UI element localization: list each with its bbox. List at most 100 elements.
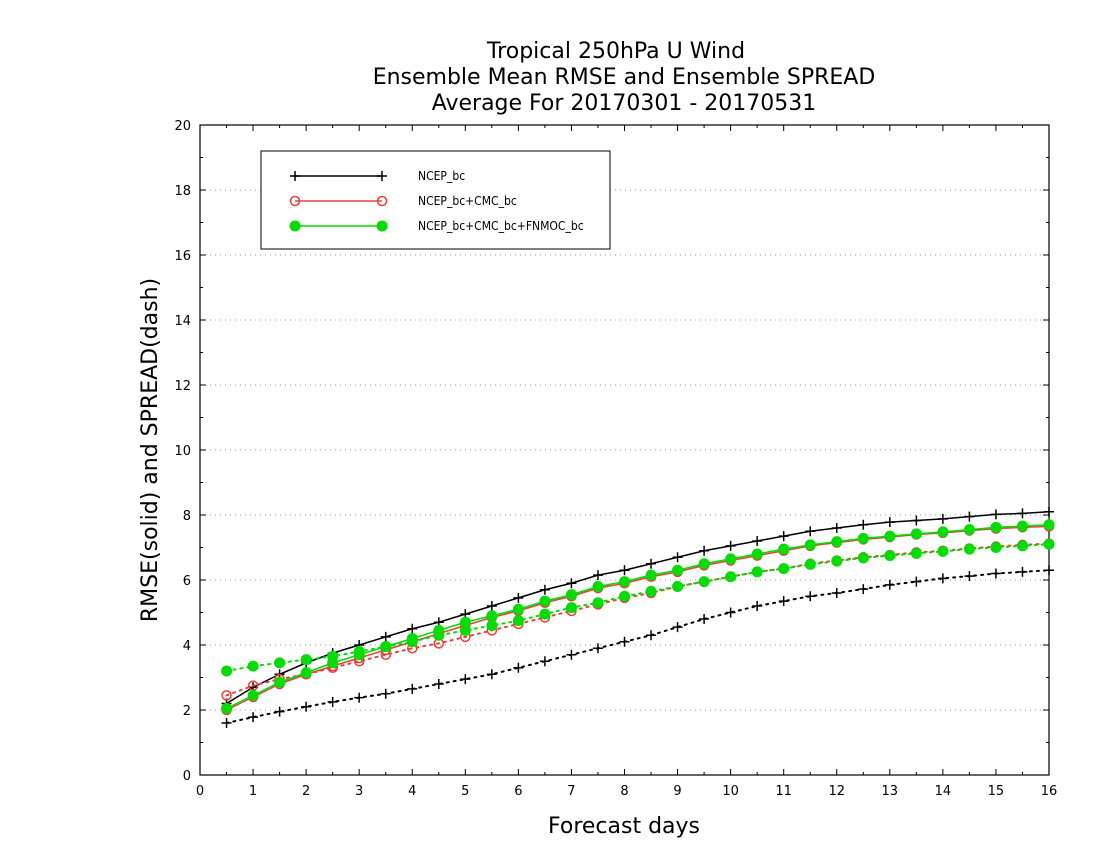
rmse-point <box>751 548 763 560</box>
spread-point <box>857 552 869 564</box>
rmse-point <box>646 558 657 569</box>
x-tick-label: 1 <box>249 784 257 799</box>
spread-point <box>725 571 737 583</box>
spread-point <box>274 706 285 717</box>
spread-point <box>910 547 922 559</box>
y-tick-label: 6 <box>183 574 191 589</box>
spread-point <box>565 602 577 614</box>
rmse-point <box>407 623 418 634</box>
rmse-point <box>619 565 630 576</box>
spread-point <box>301 701 312 712</box>
spread-point <box>805 591 816 602</box>
spread-line <box>225 543 1050 672</box>
rmse-point <box>964 511 975 522</box>
series <box>221 506 1055 728</box>
spread-point <box>327 696 338 707</box>
spread-point <box>963 543 975 555</box>
rmse-point <box>805 526 816 537</box>
x-tick-label: 12 <box>828 784 845 799</box>
rmse-point <box>221 702 233 714</box>
spread-point <box>831 555 843 567</box>
spread-point <box>884 579 895 590</box>
spread-point <box>778 596 789 607</box>
spread-point <box>619 636 630 647</box>
rmse-point <box>699 545 710 556</box>
spread-point <box>486 669 497 680</box>
spread-point <box>699 614 710 624</box>
spread-point <box>725 607 736 618</box>
y-tick-label: 12 <box>174 379 191 394</box>
rmse-point <box>672 552 683 563</box>
rmse-point <box>831 536 843 548</box>
y-tick-label: 2 <box>183 704 191 719</box>
spread-point <box>990 542 1002 553</box>
series-ncep-bc-cmc-bc-fnmoc-bc <box>221 519 1055 714</box>
rmse-point <box>990 521 1002 533</box>
spread-point <box>1043 538 1055 550</box>
spread-point <box>646 630 657 641</box>
spread-point <box>937 545 949 557</box>
rmse-point <box>565 589 577 601</box>
rmse-point <box>486 601 497 611</box>
spread-point <box>990 568 1001 579</box>
rmse-point <box>566 578 577 589</box>
rmse-point <box>884 517 895 528</box>
y-tick-label: 18 <box>174 184 191 199</box>
x-tick-label: 14 <box>935 784 952 799</box>
spread-point <box>221 690 232 701</box>
rmse-point <box>937 513 948 524</box>
spread-point <box>858 584 869 595</box>
x-tick-label: 4 <box>408 784 416 799</box>
legend-box <box>260 150 611 250</box>
rmse-point <box>911 515 922 526</box>
spread-point <box>1044 565 1054 576</box>
spread-point <box>751 566 763 578</box>
spread-point <box>566 649 577 660</box>
x-axis-title: Forecast days <box>548 814 700 839</box>
spread-point <box>247 660 259 672</box>
rmse-point <box>725 553 737 565</box>
spread-point <box>911 576 922 587</box>
x-tick-label: 7 <box>567 784 575 799</box>
y-tick-label: 0 <box>183 769 191 784</box>
spread-point <box>513 662 524 673</box>
rmse-point <box>539 595 551 607</box>
rmse-point <box>645 569 657 581</box>
spread-point <box>672 622 683 633</box>
title-line-1: Tropical 250hPa U Wind <box>486 39 745 64</box>
x-tick-label: 13 <box>882 784 899 799</box>
spread-point <box>539 608 551 620</box>
spread-point <box>884 550 896 562</box>
rmse-point <box>857 532 869 544</box>
spread-point <box>354 692 365 703</box>
spread-point <box>486 620 498 631</box>
rmse-point <box>459 616 471 628</box>
x-tick-label: 8 <box>620 784 628 799</box>
x-tick-label: 0 <box>196 784 204 799</box>
rmse-point <box>963 524 975 536</box>
spread-point <box>831 588 842 598</box>
chart-title: Tropical 250hPa U Wind Ensemble Mean RMS… <box>373 39 876 116</box>
spread-point <box>539 656 550 667</box>
rmse-point <box>327 657 339 669</box>
spread-point <box>698 576 710 588</box>
rmse-point <box>831 523 842 533</box>
rmse-point <box>698 558 710 570</box>
rmse-point <box>380 641 392 653</box>
legend-marker <box>289 220 301 232</box>
legend-marker <box>377 171 387 181</box>
legend-item-ncep-bc-cmc-bc-fnmoc-bc: NCEP_bc+CMC_bc+FNMOC_bc <box>289 219 584 233</box>
rmse-point <box>433 624 445 636</box>
y-tick-label: 10 <box>174 444 191 459</box>
spread-point <box>804 558 816 570</box>
rmse-point <box>353 649 365 661</box>
rmse-point <box>804 539 816 551</box>
spread-point <box>460 674 471 685</box>
rmse-point <box>1017 508 1028 519</box>
x-tick-label: 11 <box>775 784 792 799</box>
rmse-point <box>1044 506 1054 517</box>
spread-point <box>248 712 259 723</box>
legend-marker <box>376 195 388 207</box>
rmse-point <box>778 531 789 542</box>
